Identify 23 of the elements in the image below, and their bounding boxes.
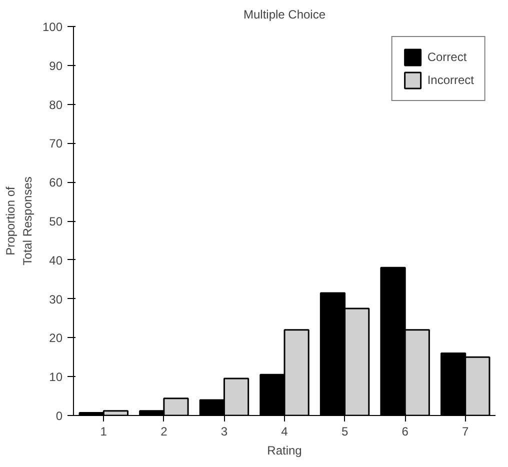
x-tick-label: 5 bbox=[341, 424, 348, 438]
y-tick-label: 10 bbox=[49, 370, 63, 384]
y-tick-label: 30 bbox=[49, 292, 63, 306]
x-tick-label: 6 bbox=[402, 424, 409, 438]
chart-title: Multiple Choice bbox=[243, 8, 326, 22]
y-tick-label: 50 bbox=[49, 214, 63, 228]
y-tick-label: 100 bbox=[42, 20, 63, 34]
x-tick-label: 4 bbox=[281, 424, 288, 438]
x-tick-label: 1 bbox=[100, 424, 108, 438]
x-tick-label: 2 bbox=[160, 424, 168, 438]
x-axis-title: Rating bbox=[267, 444, 302, 458]
legend-label: Incorrect bbox=[427, 73, 474, 87]
x-tick-label: 7 bbox=[462, 424, 470, 438]
y-tick-label: 70 bbox=[49, 136, 63, 151]
y-tick-label: 20 bbox=[49, 331, 63, 346]
y-tick-label: 60 bbox=[49, 176, 63, 190]
y-tick-label: 40 bbox=[49, 253, 63, 268]
y-tick-label: 0 bbox=[56, 409, 63, 423]
x-tick-label: 3 bbox=[220, 424, 228, 438]
y-tick-label: 90 bbox=[49, 58, 63, 73]
y-axis-title: Proportion of Total Responses bbox=[4, 176, 34, 266]
y-tick-label: 80 bbox=[49, 98, 63, 112]
legend-label: Correct bbox=[427, 50, 467, 64]
